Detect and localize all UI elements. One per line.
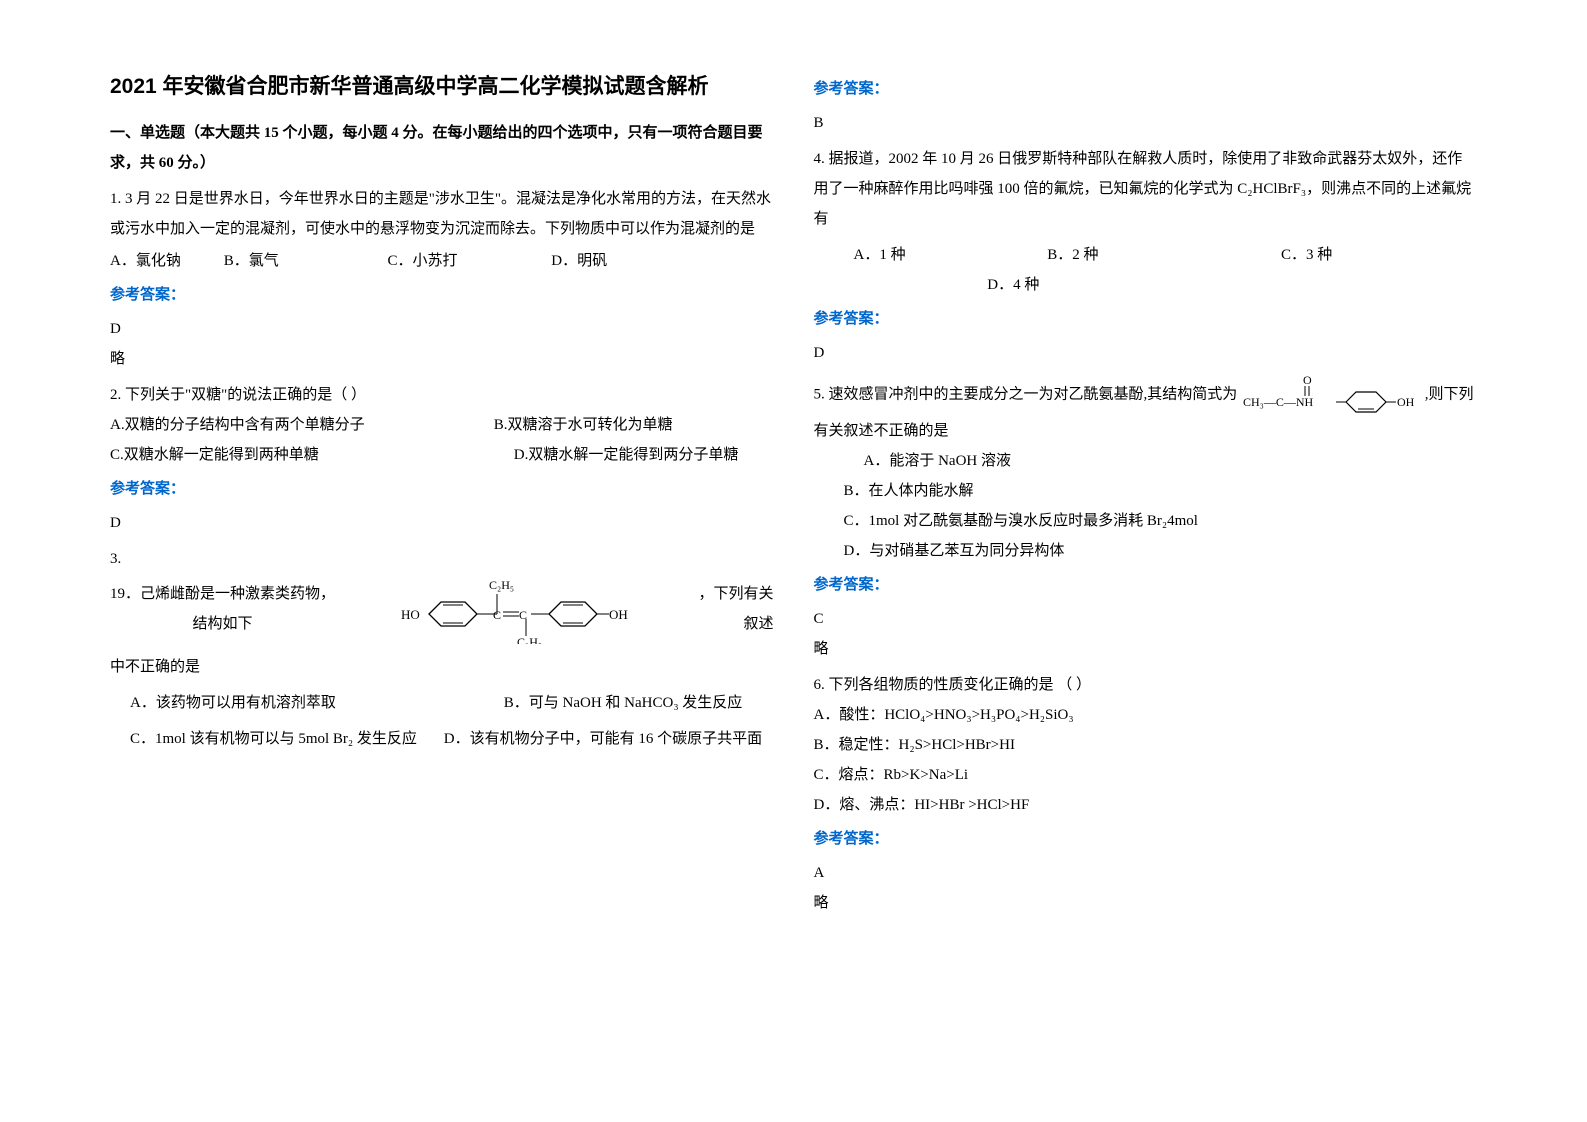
q4-optA: A．1 种 xyxy=(814,240,1044,270)
f-c2h5-top: C₂H₅ xyxy=(489,578,514,592)
q5-stem-pre: 5. 速效感冒冲剂中的主要成分之一为对乙酰氨基酚,其结构简式为 xyxy=(814,386,1238,402)
q4-answer: D xyxy=(814,338,1478,368)
left-column: 2021 年安徽省合肥市新华普通高级中学高二化学模拟试题含解析 一、单选题（本大… xyxy=(90,70,794,1052)
q5-answer: C xyxy=(814,604,1478,634)
f-oh: OH xyxy=(609,607,628,622)
q3-right-text: ，下列有关 叙述 xyxy=(692,579,773,639)
q1-optD: D．明矾 xyxy=(551,246,607,276)
q2-answer-label: 参考答案： xyxy=(110,474,774,504)
q3-optC: C．1mol 该有机物可以与 5mol Br₂ 发生反应 xyxy=(110,724,440,754)
q6-note: 略 xyxy=(814,888,1478,918)
question-1: 1. 3 月 22 日是世界水日，今年世界水日的主题是"涉水卫生"。混凝法是净化… xyxy=(110,184,774,374)
q2-optA: A.双糖的分子结构中含有两个单糖分子 xyxy=(110,410,490,440)
right-column: 参考答案： B 4. 据报道，2002 年 10 月 26 日俄罗斯特种部队在解… xyxy=(794,70,1498,1052)
question-4: 4. 据报道，2002 年 10 月 26 日俄罗斯特种部队在解救人质时，除使用… xyxy=(814,144,1478,368)
q4-optC: C．3 种 xyxy=(1281,247,1332,263)
q5-optA: A．能溶于 NaOH 溶液 xyxy=(814,446,1478,476)
q1-optC: C．小苏打 xyxy=(388,246,548,276)
q2-optC: C.双糖水解一定能得到两种单糖 xyxy=(110,440,510,470)
q3-optA: A．该药物可以用有机溶剂萃取 xyxy=(110,688,500,718)
q6-optD: D．熔、沸点：HI>HBr >HCl>HF xyxy=(814,790,1478,820)
f5-o: O xyxy=(1303,374,1312,387)
q2-line1: A.双糖的分子结构中含有两个单糖分子 B.双糖溶于水可转化为单糖 xyxy=(110,410,774,440)
exam-title: 2021 年安徽省合肥市新华普通高级中学高二化学模拟试题含解析 xyxy=(110,70,774,104)
q1-optA: A．氯化钠 xyxy=(110,246,220,276)
q5-optB: B．在人体内能水解 xyxy=(814,476,1478,506)
q3-row: 19．己烯雌酚是一种激素类药物， 结构如下 HO C₂H₅ C C xyxy=(110,574,774,644)
q1-optB: B．氯气 xyxy=(224,246,384,276)
question-5: 5. 速效感冒冲剂中的主要成分之一为对乙酰氨基酚,其结构简式为 O CH₃—C—… xyxy=(814,374,1478,664)
q6-answer-label: 参考答案： xyxy=(814,824,1478,854)
q5-answer-label: 参考答案： xyxy=(814,570,1478,600)
q6-answer: A xyxy=(814,858,1478,888)
q3-optD: D．该有机物分子中，可能有 16 个碳原子共平面 xyxy=(444,731,762,747)
q3-cont: 中不正确的是 xyxy=(110,652,774,682)
q1-answer: D xyxy=(110,314,774,344)
q5-stem-row: 5. 速效感冒冲剂中的主要成分之一为对乙酰氨基酚,其结构简式为 O CH₃—C—… xyxy=(814,374,1478,446)
question-2: 2. 下列关于"双糖"的说法正确的是（ ） A.双糖的分子结构中含有两个单糖分子… xyxy=(110,380,774,538)
q1-options: A．氯化钠 B．氯气 C．小苏打 D．明矾 xyxy=(110,246,774,276)
question-3: 3. 19．己烯雌酚是一种激素类药物， 结构如下 HO C₂H₅ C xyxy=(110,544,774,754)
q1-stem: 1. 3 月 22 日是世界水日，今年世界水日的主题是"涉水卫生"。混凝法是净化… xyxy=(110,184,774,244)
q2-optD: D.双糖水解一定能得到两分子单糖 xyxy=(514,447,739,463)
stilbestrol-structure-icon: HO C₂H₅ C C C₂H₅ xyxy=(399,574,629,644)
q2-line2: C.双糖水解一定能得到两种单糖 D.双糖水解一定能得到两分子单糖 xyxy=(110,440,774,470)
section-header: 一、单选题（本大题共 15 个小题，每小题 4 分。在每小题给出的四个选项中，只… xyxy=(110,118,774,178)
q6-optB: B．稳定性：H₂S>HCl>HBr>HI xyxy=(814,730,1478,760)
q3-left-text: 19．己烯雌酚是一种激素类药物， 结构如下 xyxy=(110,579,335,639)
q3-stem-right1: ，下列有关 xyxy=(698,579,773,609)
q3-formula: HO C₂H₅ C C C₂H₅ xyxy=(335,574,692,644)
q6-stem: 6. 下列各组物质的性质变化正确的是 （ ） xyxy=(814,670,1478,700)
q5-note: 略 xyxy=(814,634,1478,664)
q2-answer: D xyxy=(110,508,774,538)
q1-answer-label: 参考答案： xyxy=(110,280,774,310)
q5-optD: D．与对硝基乙苯互为同分异构体 xyxy=(814,536,1478,566)
q3-stem-left2: 结构如下 xyxy=(110,609,335,639)
q2-stem: 2. 下列关于"双糖"的说法正确的是（ ） xyxy=(110,380,774,410)
q6-optC: C．熔点：Rb>K>Na>Li xyxy=(814,760,1478,790)
q4-answer-label: 参考答案： xyxy=(814,304,1478,334)
q5-optC: C．1mol 对乙酰氨基酚与溴水反应时最多消耗 Br₂4mol xyxy=(814,506,1478,536)
q6-optA: A．酸性：HClO₄>HNO₃>H₃PO₄>H₂SiO₃ xyxy=(814,700,1478,730)
q3-line2: C．1mol 该有机物可以与 5mol Br₂ 发生反应 D．该有机物分子中，可… xyxy=(110,724,774,754)
q3-line1: A．该药物可以用有机溶剂萃取 B．可与 NaOH 和 NaHCO₃ 发生反应 xyxy=(110,688,774,718)
question-6: 6. 下列各组物质的性质变化正确的是 （ ） A．酸性：HClO₄>HNO₃>H… xyxy=(814,670,1478,918)
q4-optD-row: D．4 种 xyxy=(814,270,1478,300)
q4-optD: D．4 种 xyxy=(987,277,1039,293)
q3-stem-left1: 19．己烯雌酚是一种激素类药物， xyxy=(110,579,335,609)
q3-num: 3. xyxy=(110,544,774,574)
q4-stem: 4. 据报道，2002 年 10 月 26 日俄罗斯特种部队在解救人质时，除使用… xyxy=(814,144,1478,234)
f5-ch3c: CH₃—C—NH xyxy=(1243,395,1314,409)
f-c2h5-bot: C₂H₅ xyxy=(517,635,542,644)
q1-note: 略 xyxy=(110,344,774,374)
q3-answer-label: 参考答案： xyxy=(814,74,1478,104)
f-c1: C xyxy=(493,608,501,622)
f5-oh: OH xyxy=(1397,395,1415,409)
f-ho: HO xyxy=(401,607,420,622)
q4-optB: B．2 种 xyxy=(1047,240,1277,270)
q4-options: A．1 种 B．2 种 C．3 种 xyxy=(814,240,1478,270)
acetaminophen-structure-icon: O CH₃—C—NH OH xyxy=(1241,374,1421,416)
q3-optB: B．可与 NaOH 和 NaHCO₃ 发生反应 xyxy=(504,695,743,711)
q2-optB: B.双糖溶于水可转化为单糖 xyxy=(494,417,673,433)
q3-answer: B xyxy=(814,108,1478,138)
q3-stem-right2: 叙述 xyxy=(698,609,773,639)
